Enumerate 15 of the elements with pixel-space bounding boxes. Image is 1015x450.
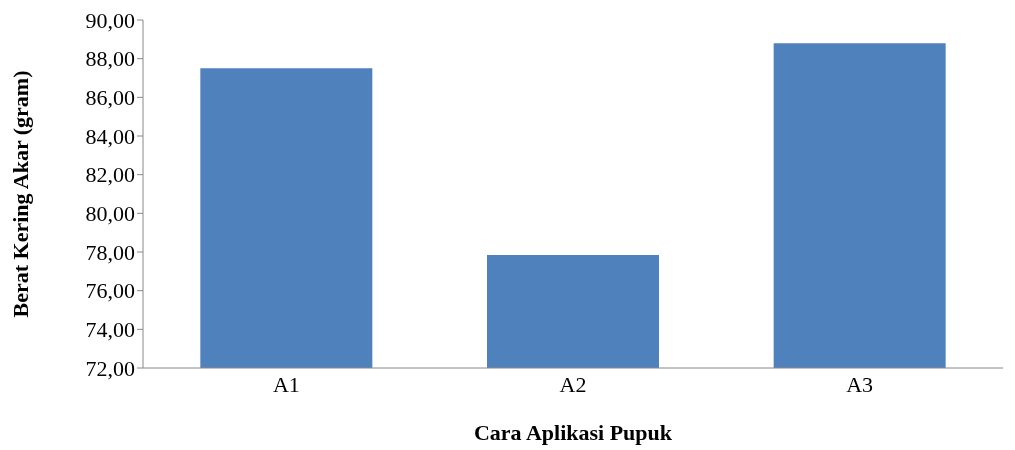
- y-axis-title: Berat Kering Akar (gram): [7, 70, 33, 318]
- y-tick-label: 80,00: [85, 201, 135, 227]
- x-tick-label: A2: [559, 371, 587, 397]
- y-tick-label: 74,00: [85, 317, 135, 343]
- y-tick-label: 88,00: [85, 46, 135, 72]
- x-axis-title: Cara Aplikasi Pupuk: [473, 420, 673, 445]
- y-tick-label: 82,00: [85, 162, 135, 188]
- y-tick-label: 86,00: [85, 85, 135, 111]
- y-tick-label: 78,00: [85, 239, 135, 265]
- y-tick-label: 72,00: [85, 355, 135, 381]
- x-tick-label: A3: [846, 371, 874, 397]
- y-tick-label: 84,00: [85, 123, 135, 149]
- y-tick-label: 90,00: [85, 7, 135, 33]
- x-tick-label: A1: [272, 371, 300, 397]
- y-tick-label: 76,00: [85, 278, 135, 304]
